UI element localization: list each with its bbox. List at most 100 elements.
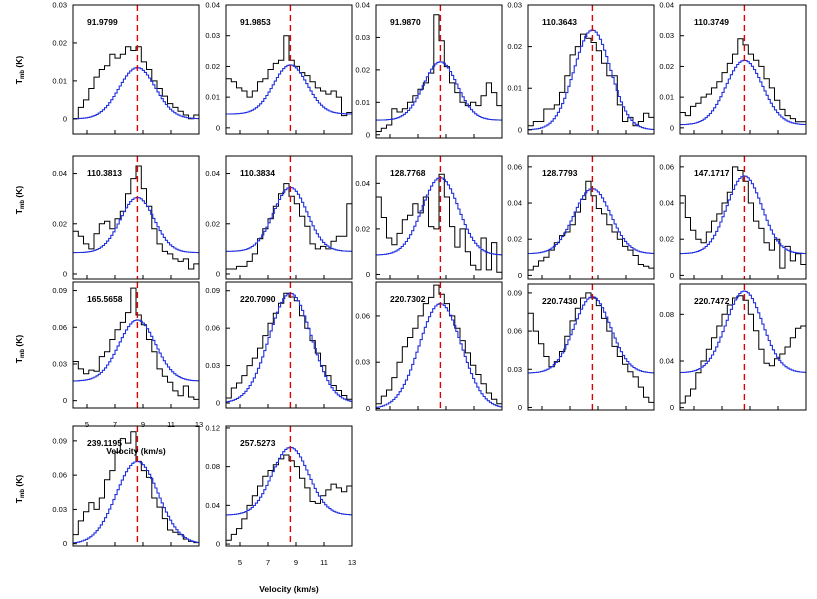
spectrum-panel: 0 0.01 0.02 0.03 0.04 91.9853 bbox=[205, 1, 353, 135]
panel-frame bbox=[225, 425, 353, 547]
line-frequency-label: 220.7472 bbox=[694, 296, 730, 306]
y-tick-label: 0.02 bbox=[659, 235, 674, 244]
model-fit-line bbox=[226, 186, 352, 252]
y-tick-label: 0.03 bbox=[52, 505, 67, 514]
observed-spectrum-line bbox=[680, 166, 806, 269]
y-tick-label: 0.08 bbox=[659, 310, 674, 319]
y-axis-title: Tmb (K) bbox=[14, 56, 26, 85]
y-tick-label: 0.04 bbox=[659, 357, 674, 366]
panel-frame bbox=[527, 283, 655, 411]
x-tick-label: 13 bbox=[195, 420, 203, 429]
observed-spectrum-line bbox=[680, 38, 806, 123]
model-fit-line bbox=[680, 290, 806, 374]
panel-frame bbox=[225, 155, 353, 280]
y-tick-label: 0.01 bbox=[507, 84, 522, 93]
line-frequency-label: 91.9870 bbox=[390, 17, 421, 27]
line-frequency-label: 91.9853 bbox=[240, 17, 271, 27]
line-frequency-label: 110.3643 bbox=[542, 17, 577, 27]
model-fit-line bbox=[680, 59, 806, 126]
observed-spectrum-line bbox=[528, 180, 654, 271]
y-tick-label: 0 bbox=[518, 403, 522, 412]
y-tick-label: 0 bbox=[63, 539, 67, 548]
x-tick-label: 9 bbox=[141, 420, 145, 429]
y-axis-title: Tmb (K) bbox=[14, 475, 26, 504]
observed-spectrum-line bbox=[376, 173, 502, 273]
panel-frame bbox=[225, 281, 353, 409]
x-tick-label: 13 bbox=[348, 558, 356, 567]
line-frequency-label: 147.1717 bbox=[694, 168, 730, 178]
panel-frame bbox=[72, 155, 200, 280]
y-tick-label: 0 bbox=[366, 404, 370, 413]
line-frequency-label: 110.3813 bbox=[87, 168, 122, 178]
y-tick-label: 0.02 bbox=[52, 38, 67, 47]
model-fit-line bbox=[226, 292, 352, 403]
x-tick-label: 11 bbox=[167, 420, 175, 429]
y-tick-label: 0 bbox=[670, 123, 674, 132]
y-tick-label: 0.03 bbox=[355, 33, 370, 42]
line-frequency-label: 128.7768 bbox=[390, 168, 426, 178]
y-tick-label: 0.01 bbox=[52, 76, 67, 85]
y-tick-label: 0.03 bbox=[507, 1, 522, 10]
y-tick-label: 0.03 bbox=[205, 31, 220, 40]
x-axis-titles: Velocity (km/s) Velocity (km/s) bbox=[106, 446, 319, 594]
y-tick-label: 0.03 bbox=[52, 1, 67, 10]
y-tick-label: 0.02 bbox=[659, 62, 674, 71]
x-tick-label: 5 bbox=[238, 558, 242, 567]
observed-spectrum-line bbox=[528, 33, 654, 127]
y-tick-label: 0.02 bbox=[205, 219, 220, 228]
y-tick-label: 0.04 bbox=[355, 1, 370, 10]
y-tick-label: 0.02 bbox=[205, 62, 220, 71]
spectrum-panel: 0 0.01 0.02 0.03 91.9799 bbox=[52, 1, 200, 135]
panel-frame bbox=[527, 155, 655, 280]
spectrum-panel: 0 0.01 0.02 0.03 0.04 110.3749 bbox=[659, 1, 807, 135]
y-axis-titles: Tmb (K) Tmb (K) Tmb (K) Tmb (K) bbox=[14, 56, 26, 504]
observed-spectrum-line bbox=[226, 292, 352, 400]
y-tick-label: 0 bbox=[63, 269, 67, 278]
y-tick-label: 0.09 bbox=[507, 288, 522, 297]
model-fit-line bbox=[528, 188, 654, 255]
y-tick-label: 0.04 bbox=[52, 169, 67, 178]
y-tick-label: 0.01 bbox=[205, 93, 220, 102]
y-tick-label: 0.12 bbox=[205, 423, 220, 432]
spectrum-panel: 0 0.01 0.02 0.03 0.04 91.9870 bbox=[355, 1, 503, 139]
spectrum-panel: 0 0.03 0.06 0.09 239.1195 bbox=[52, 425, 200, 548]
y-tick-label: 0 bbox=[670, 271, 674, 280]
y-tick-label: 0.06 bbox=[355, 311, 370, 320]
x-axis-title: Velocity (km/s) bbox=[106, 446, 166, 456]
y-tick-label: 0.02 bbox=[507, 235, 522, 244]
observed-spectrum-line bbox=[528, 292, 654, 403]
y-tick-label: 0 bbox=[518, 125, 522, 134]
panel-frame bbox=[72, 425, 200, 547]
panel-frame bbox=[527, 4, 655, 135]
y-tick-label: 0.03 bbox=[355, 358, 370, 367]
spectrum-panel: 0 0.02 0.04 0.06 128.7793 bbox=[507, 155, 655, 280]
panel-frame bbox=[375, 4, 503, 139]
line-frequency-label: 220.7090 bbox=[240, 294, 276, 304]
spectrum-panel: 0 0.02 0.04 128.7768 bbox=[355, 155, 503, 280]
y-tick-label: 0 bbox=[216, 269, 220, 278]
y-tick-label: 0.06 bbox=[52, 323, 67, 332]
y-tick-label: 0.09 bbox=[52, 286, 67, 295]
spectrum-panel: 0 0.04 0.08 0.12 257.5273 5 7 9 11 13 bbox=[205, 423, 356, 567]
panel-frame bbox=[225, 4, 353, 135]
model-fit-line bbox=[528, 296, 654, 374]
line-frequency-label: 220.7302 bbox=[390, 294, 426, 304]
y-tick-label: 0.03 bbox=[659, 31, 674, 40]
line-frequency-label: 239.1195 bbox=[87, 438, 122, 448]
line-frequency-label: 110.3834 bbox=[240, 168, 275, 178]
spectrum-panel: 0 0.03 0.06 0.09 220.7430 bbox=[507, 283, 655, 412]
y-tick-label: 0.06 bbox=[52, 471, 67, 480]
y-tick-label: 0 bbox=[216, 123, 220, 132]
y-axis-title: Tmb (K) bbox=[14, 335, 26, 364]
y-tick-label: 0.04 bbox=[659, 1, 674, 10]
panel-grid: 0 0.01 0.02 0.03 91.9799 0 0.01 0.02 0.03 0.04 91.… bbox=[52, 1, 807, 567]
panel-frame bbox=[679, 155, 807, 280]
line-frequency-label: 128.7793 bbox=[542, 168, 578, 178]
spectrum-panel: 0 0.02 0.04 110.3813 bbox=[52, 155, 200, 280]
spectrum-panel: 0 0.03 0.06 220.7302 bbox=[355, 281, 503, 413]
y-tick-label: 0.06 bbox=[507, 162, 522, 171]
observed-spectrum-line bbox=[73, 287, 199, 400]
model-fit-line bbox=[73, 196, 199, 254]
line-frequency-label: 220.7430 bbox=[542, 296, 578, 306]
